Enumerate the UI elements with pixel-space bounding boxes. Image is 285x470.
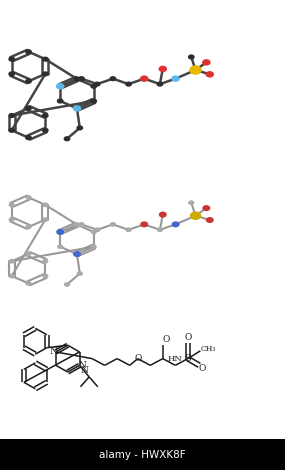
Text: N: N	[49, 347, 57, 356]
Circle shape	[156, 81, 163, 86]
Text: S: S	[184, 354, 191, 363]
Circle shape	[74, 222, 80, 227]
Circle shape	[76, 125, 83, 131]
Circle shape	[188, 200, 194, 205]
Circle shape	[125, 227, 132, 232]
Circle shape	[8, 71, 15, 77]
Circle shape	[25, 225, 32, 229]
Circle shape	[157, 227, 163, 232]
Circle shape	[57, 244, 63, 249]
Circle shape	[25, 251, 32, 256]
Circle shape	[94, 81, 101, 86]
Circle shape	[206, 217, 214, 223]
Circle shape	[190, 212, 201, 220]
Circle shape	[189, 65, 202, 75]
Circle shape	[42, 217, 48, 222]
Text: alamy - HWXK8F: alamy - HWXK8F	[99, 450, 186, 460]
Circle shape	[90, 98, 97, 103]
Circle shape	[78, 76, 85, 81]
Circle shape	[25, 195, 32, 200]
Circle shape	[159, 212, 167, 218]
Circle shape	[78, 222, 85, 227]
Circle shape	[25, 49, 32, 55]
Text: O: O	[162, 335, 170, 344]
Circle shape	[77, 271, 83, 276]
Circle shape	[8, 128, 15, 133]
Text: N: N	[78, 361, 86, 370]
Circle shape	[8, 56, 15, 62]
Circle shape	[42, 128, 49, 133]
Circle shape	[56, 229, 64, 235]
Circle shape	[188, 55, 195, 60]
Circle shape	[42, 274, 48, 278]
Text: O: O	[199, 364, 206, 373]
Circle shape	[57, 98, 64, 103]
Circle shape	[91, 229, 97, 235]
Circle shape	[42, 113, 49, 118]
Text: O: O	[134, 354, 141, 363]
Circle shape	[140, 75, 148, 82]
Circle shape	[110, 222, 116, 227]
Circle shape	[90, 84, 97, 89]
Circle shape	[202, 59, 211, 66]
Circle shape	[25, 106, 32, 111]
Circle shape	[9, 217, 15, 222]
Circle shape	[140, 221, 148, 227]
Circle shape	[158, 66, 167, 72]
Circle shape	[25, 78, 32, 84]
Circle shape	[42, 203, 48, 207]
Circle shape	[109, 76, 116, 81]
Circle shape	[64, 282, 70, 287]
Circle shape	[9, 259, 15, 264]
Circle shape	[172, 221, 180, 227]
Circle shape	[25, 135, 32, 140]
Circle shape	[9, 274, 15, 278]
Circle shape	[91, 244, 97, 249]
Circle shape	[64, 136, 70, 141]
Circle shape	[125, 81, 132, 86]
Circle shape	[202, 205, 210, 211]
Circle shape	[42, 56, 49, 62]
Circle shape	[25, 281, 32, 286]
Circle shape	[73, 251, 81, 257]
Circle shape	[94, 227, 100, 232]
Circle shape	[205, 71, 214, 78]
Text: CH₃: CH₃	[201, 345, 216, 352]
Circle shape	[74, 76, 80, 81]
Circle shape	[56, 83, 64, 89]
Text: N: N	[81, 367, 89, 376]
Text: O: O	[184, 333, 192, 342]
Circle shape	[171, 75, 180, 82]
Circle shape	[8, 113, 15, 118]
Circle shape	[42, 71, 49, 77]
Circle shape	[73, 105, 81, 112]
Circle shape	[9, 203, 15, 207]
Circle shape	[42, 259, 48, 264]
Text: HN: HN	[168, 355, 183, 363]
